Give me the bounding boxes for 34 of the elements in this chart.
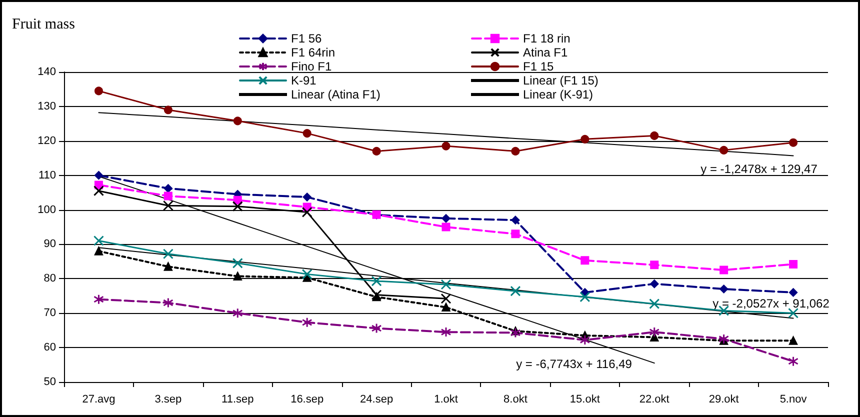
y-axis-title: Fruit mass xyxy=(12,16,76,32)
x-tick-label: 11.sep xyxy=(222,394,254,406)
x-tick-label: 27.avg xyxy=(82,394,116,406)
x-tick-label: 15.okt xyxy=(570,394,600,406)
y-tick-label: 50 xyxy=(44,376,56,388)
y-tick-label: 90 xyxy=(44,238,56,250)
legend-label: F1 56 xyxy=(291,32,322,46)
y-tick-label: 70 xyxy=(44,307,56,320)
x-tick-label: 22.okt xyxy=(639,394,670,406)
y-tick-label: 130 xyxy=(38,100,56,112)
legend-label: Atina F1 xyxy=(523,46,568,60)
y-tick-label: 110 xyxy=(38,169,56,182)
y-tick-label: 120 xyxy=(38,134,56,147)
x-tick-label: 1.okt xyxy=(434,394,458,406)
x-tick-label: 5.nov xyxy=(780,394,808,406)
legend-label: Linear (K-91) xyxy=(523,88,594,102)
legend-label: F1 64rin xyxy=(291,46,336,60)
legend-label: Linear (Atina F1) xyxy=(291,88,380,102)
annotation: y = -1,2478x + 129,47 xyxy=(700,162,818,176)
x-tick-label: 3.sep xyxy=(154,394,182,406)
legend-label: F1 18 rin xyxy=(523,32,570,46)
y-tick-label: 140 xyxy=(38,66,56,78)
legend-label: Linear (F1 15) xyxy=(523,74,598,88)
x-tick-label: 24.sep xyxy=(360,394,394,406)
legend-label: Fino F1 xyxy=(291,60,332,74)
y-tick-label: 100 xyxy=(38,204,56,216)
legend-label: F1 15 xyxy=(523,60,554,74)
y-tick-label: 80 xyxy=(44,272,56,285)
y-tick-label: 60 xyxy=(44,342,56,354)
legend-label: K-91 xyxy=(291,74,317,88)
x-tick-label: 16.sep xyxy=(290,394,324,406)
annotation: y = -6,7743x + 116,49 xyxy=(516,357,632,371)
x-tick-label: 29.okt xyxy=(708,394,739,406)
x-tick-label: 8.okt xyxy=(504,394,528,406)
